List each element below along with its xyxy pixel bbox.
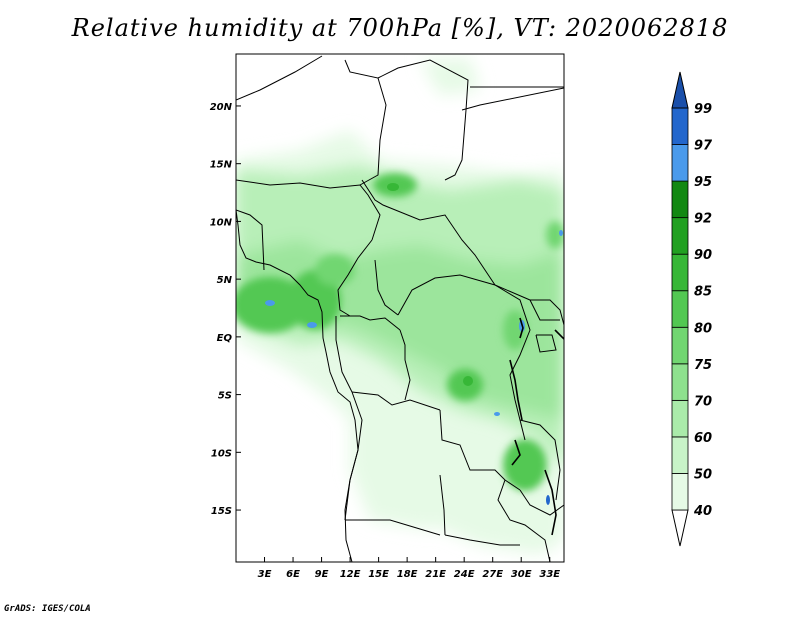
lake-outlines	[509, 317, 564, 536]
lon-tick-label: 12E	[340, 569, 361, 580]
colorbar-level-label: 90	[694, 248, 712, 263]
colorbar-level-label: 75	[694, 358, 712, 373]
colorbar-swatch	[671, 253, 689, 292]
colorbar-swatch	[671, 71, 689, 109]
lon-tick-label: 33E	[539, 569, 560, 580]
colorbar-swatch	[671, 363, 689, 401]
lat-tick-label: 20N	[210, 102, 233, 113]
lat-tick-label: 10S	[211, 448, 232, 459]
colorbar-level-label: 95	[694, 175, 712, 190]
colorbar-swatch	[671, 290, 689, 328]
colorbar-level-label: 85	[694, 285, 712, 300]
lat-tick-label: 15S	[211, 506, 232, 517]
map-frame	[235, 53, 565, 563]
colorbar-level-label: 60	[694, 431, 712, 446]
lat-tick-label: EQ	[217, 333, 233, 344]
credit-text: GrADS: IGES/COLA	[4, 604, 91, 614]
lat-tick-label: 5N	[217, 275, 233, 286]
lon-tick-label: 3E	[258, 569, 272, 580]
lon-tick-label: 27E	[482, 569, 503, 580]
colorbar-level-label: 97	[694, 139, 713, 154]
colorbar-swatch	[671, 107, 689, 145]
colorbar-swatch	[671, 217, 689, 255]
lon-tick-label: 18E	[397, 569, 418, 580]
colorbar-level-label: 99	[694, 102, 712, 117]
lon-tick-label: 9E	[315, 569, 329, 580]
colorbar-swatch	[671, 144, 689, 182]
longitude-axis: 3E 6E 9E 12E 15E 18E 21E 24E 27E 30E 33E	[258, 557, 560, 580]
colorbar-swatches	[671, 71, 689, 547]
colorbar-level-label: 40	[693, 504, 712, 519]
lon-tick-label: 30E	[511, 569, 532, 580]
lat-tick-label: 10N	[210, 217, 233, 228]
colorbar-swatch	[671, 436, 689, 474]
lon-tick-label: 15E	[368, 569, 389, 580]
lon-tick-label: 6E	[286, 569, 300, 580]
coastline	[236, 209, 359, 562]
lon-tick-label: 24E	[454, 569, 475, 580]
humidity-field	[236, 54, 564, 562]
colorbar-level-label: 50	[694, 467, 712, 482]
colorbar-swatch	[671, 509, 689, 547]
colorbar-level-label: 80	[694, 321, 712, 336]
colorbar-swatch	[671, 473, 689, 511]
colorbar-level-label: 92	[694, 212, 712, 227]
colorbar-swatch	[671, 326, 689, 365]
colorbar-labels: 40 50 60 70 75 80 85 90 92 95 97 99	[693, 102, 713, 519]
lat-tick-label: 15N	[210, 160, 233, 171]
colorbar-swatch	[671, 399, 689, 438]
colorbar-swatch	[671, 180, 689, 219]
colorbar-level-label: 70	[694, 394, 712, 409]
latitude-axis: 20N 15N 10N 5N EQ 5S 10S 15S	[210, 102, 241, 517]
lon-tick-label: 21E	[425, 569, 446, 580]
country-boundaries	[236, 55, 564, 562]
lat-tick-label: 5S	[218, 391, 232, 402]
chart-title: Relative humidity at 700hPa [%], VT: 202…	[71, 14, 729, 42]
